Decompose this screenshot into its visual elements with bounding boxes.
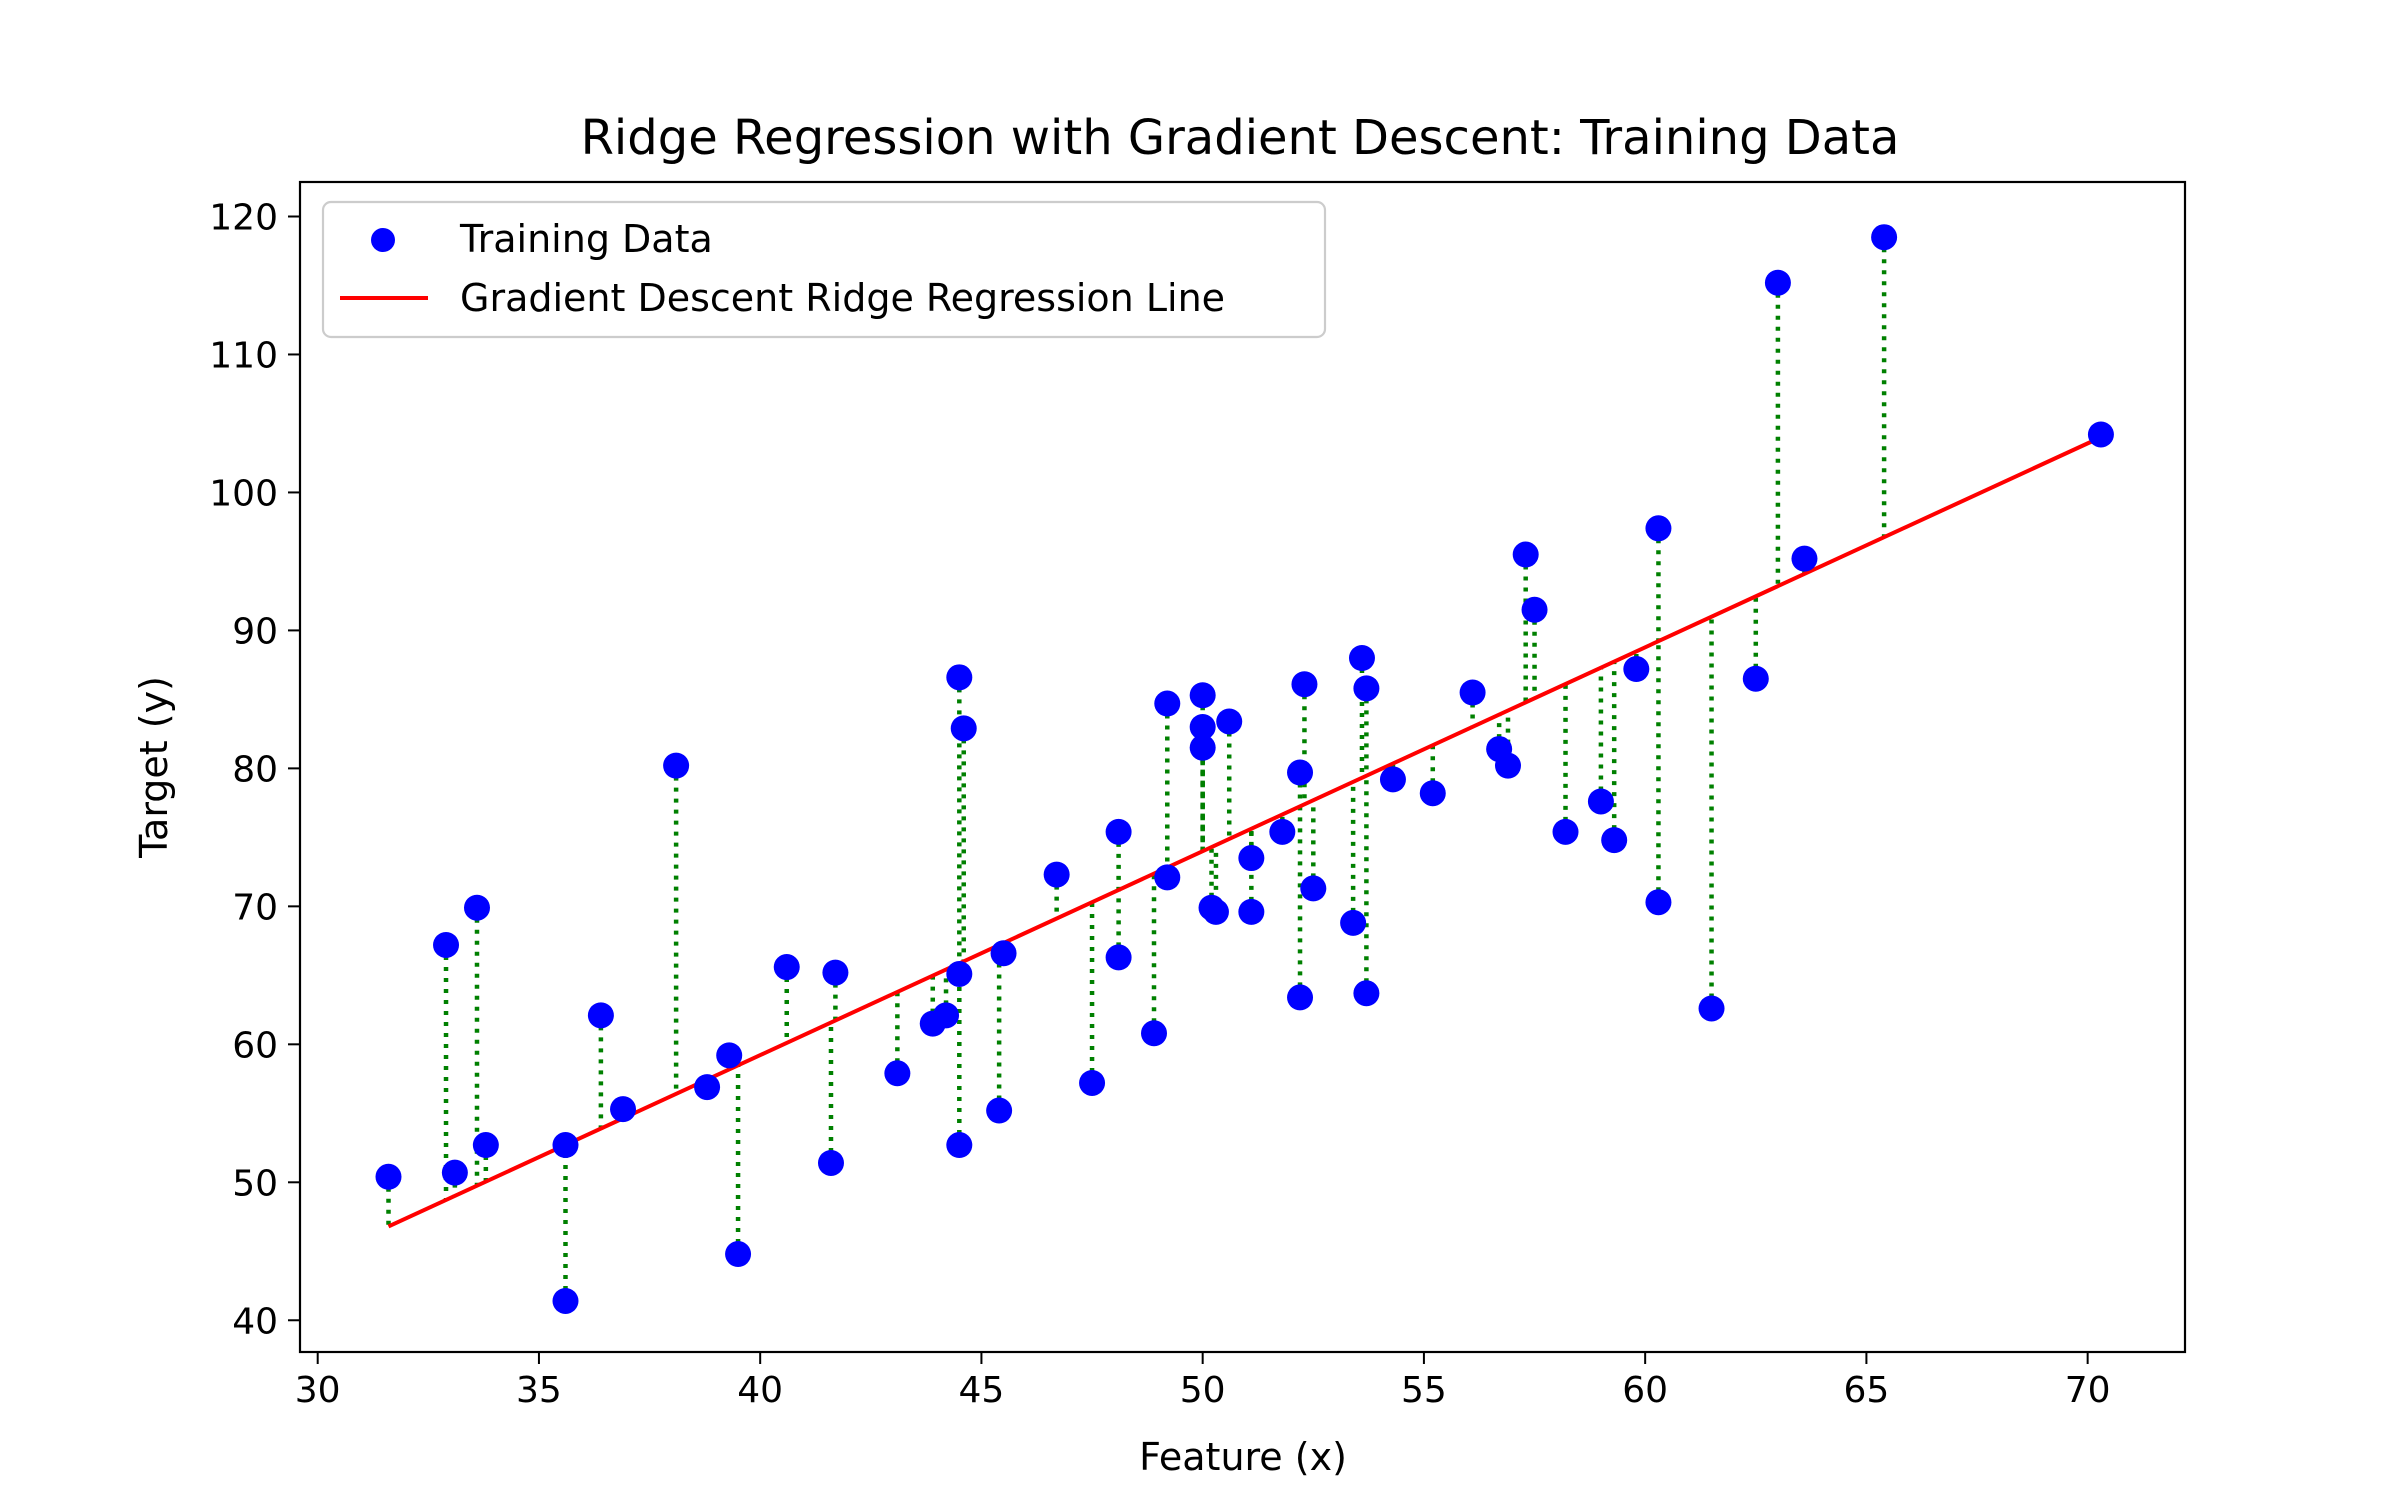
data-point	[817, 1149, 844, 1176]
data-point	[1300, 875, 1327, 902]
x-tick-label: 35	[516, 1370, 562, 1411]
data-point	[1340, 909, 1367, 936]
data-point	[694, 1074, 721, 1101]
data-point	[986, 1097, 1013, 1124]
data-point	[1043, 861, 1070, 888]
x-tick-label: 65	[1844, 1370, 1890, 1411]
data-point	[725, 1241, 752, 1268]
x-tick-label: 45	[959, 1370, 1005, 1411]
data-point	[1105, 818, 1132, 845]
data-point	[946, 1132, 973, 1159]
data-point	[1623, 656, 1650, 683]
y-tick-label: 40	[232, 1301, 278, 1342]
data-point	[1079, 1069, 1106, 1096]
x-tick-label: 40	[737, 1370, 783, 1411]
legend-box	[321, 200, 1327, 339]
data-point	[1287, 759, 1314, 786]
legend-label-training-data: Training Data	[459, 217, 713, 261]
data-point	[950, 715, 977, 742]
data-point	[1552, 818, 1579, 845]
data-point	[1871, 224, 1898, 251]
x-axis-ticks: 30 35 40 45 50 55 60 65 70	[295, 1352, 2111, 1411]
data-point	[933, 1002, 960, 1029]
data-point	[1698, 995, 1725, 1022]
data-point	[433, 931, 460, 958]
y-axis-ticks: 40 50 60 70 80 90 100 110 120	[209, 197, 300, 1342]
legend: Training Data Gradient Descent Ridge Reg…	[321, 200, 1327, 339]
data-point	[441, 1159, 468, 1186]
y-axis-label: Target (y)	[132, 676, 176, 859]
data-point	[1189, 713, 1216, 740]
legend-label-regression-line: Gradient Descent Ridge Regression Line	[460, 276, 1225, 320]
x-tick-label: 55	[1401, 1370, 1447, 1411]
data-point	[1216, 708, 1243, 735]
data-point	[1521, 596, 1548, 623]
data-point	[1353, 980, 1380, 1007]
data-point	[1512, 541, 1539, 568]
x-tick-label: 30	[295, 1370, 341, 1411]
data-point	[1601, 827, 1628, 854]
data-point	[773, 954, 800, 981]
data-point	[1459, 679, 1486, 706]
data-point	[1202, 898, 1229, 925]
y-tick-label: 120	[209, 197, 278, 238]
data-point	[375, 1163, 402, 1190]
plot-area	[375, 224, 2114, 1314]
data-point	[463, 894, 490, 921]
data-point	[1379, 766, 1406, 793]
data-point	[472, 1132, 499, 1159]
data-point	[1348, 645, 1375, 672]
y-tick-label: 90	[232, 611, 278, 652]
data-point	[990, 940, 1017, 967]
data-point	[1791, 545, 1818, 572]
data-point	[946, 664, 973, 691]
y-tick-label: 70	[232, 887, 278, 928]
data-point	[1287, 984, 1314, 1011]
data-point	[1141, 1020, 1168, 1047]
plot-frame	[298, 180, 2187, 1354]
data-point	[822, 959, 849, 986]
data-point	[1353, 675, 1380, 702]
training-data-points	[375, 224, 2114, 1314]
data-point	[1587, 788, 1614, 815]
data-point	[1742, 665, 1769, 692]
data-point	[1189, 734, 1216, 761]
y-tick-label: 110	[209, 335, 278, 376]
regression-line	[387, 435, 2102, 1229]
y-tick-label: 60	[232, 1025, 278, 1066]
y-tick-label: 80	[232, 749, 278, 790]
data-point	[1645, 889, 1672, 916]
x-tick-label: 50	[1180, 1370, 1226, 1411]
data-point	[2087, 421, 2114, 448]
legend-marker-training-data	[371, 228, 395, 252]
data-point	[716, 1042, 743, 1069]
data-point	[1105, 944, 1132, 971]
regression-line-layer	[387, 435, 2102, 1229]
data-point	[1494, 752, 1521, 779]
chart-title: Ridge Regression with Gradient Descent: …	[581, 110, 1900, 166]
data-point	[946, 960, 973, 987]
y-tick-label: 100	[209, 473, 278, 514]
data-point	[1269, 818, 1296, 845]
x-tick-label: 70	[2065, 1370, 2111, 1411]
data-point	[1238, 898, 1265, 925]
data-point	[587, 1002, 614, 1029]
data-point	[884, 1060, 911, 1087]
data-point	[1291, 671, 1318, 698]
y-tick-label: 50	[232, 1163, 278, 1204]
data-point	[1189, 682, 1216, 709]
data-point	[1764, 269, 1791, 296]
x-tick-label: 60	[1622, 1370, 1668, 1411]
data-point	[552, 1132, 579, 1159]
x-axis-label: Feature (x)	[1139, 1435, 1347, 1479]
data-point	[1154, 864, 1181, 891]
data-point	[552, 1287, 579, 1314]
data-point	[663, 752, 690, 779]
data-point	[1154, 690, 1181, 717]
data-point	[1419, 780, 1446, 807]
data-point	[610, 1096, 637, 1123]
data-point	[1645, 515, 1672, 542]
data-point	[1238, 845, 1265, 872]
